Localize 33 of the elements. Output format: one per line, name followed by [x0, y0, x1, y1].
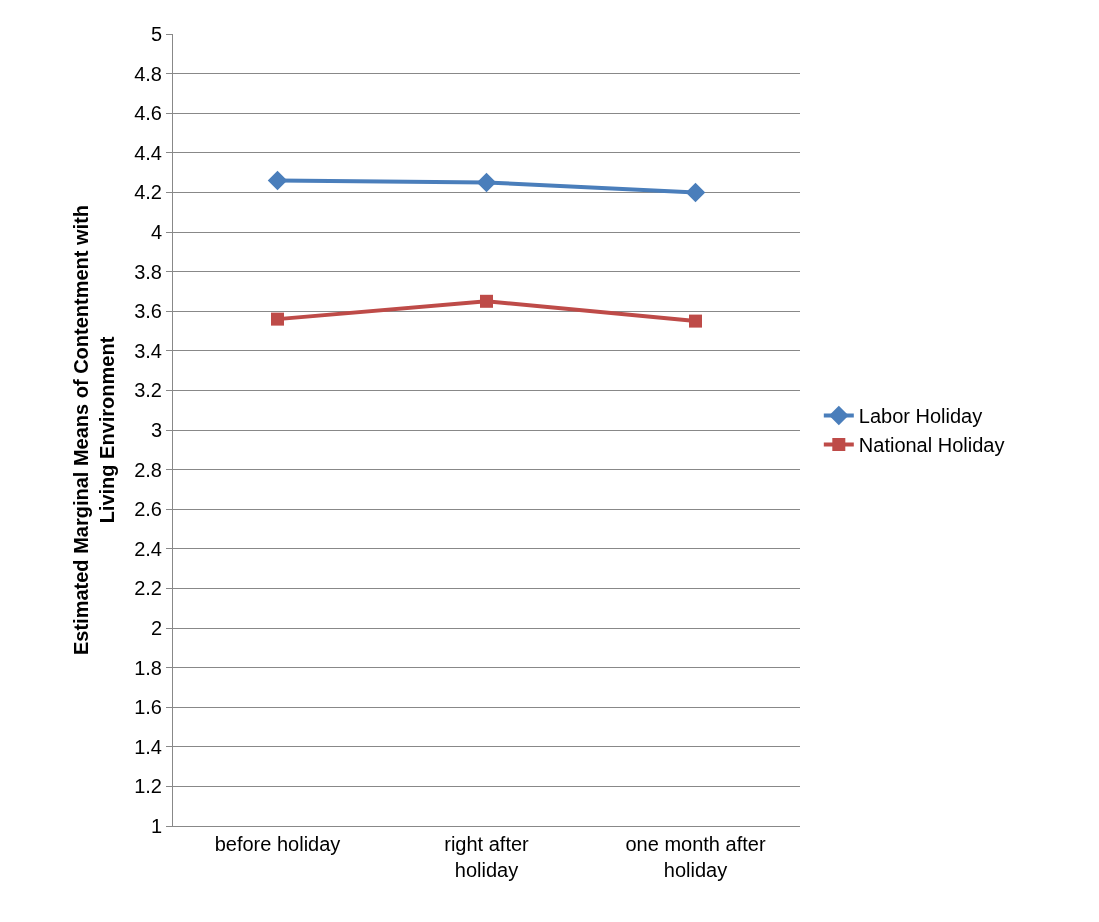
point — [480, 294, 493, 308]
y-tick-label: 2.4 — [134, 537, 162, 560]
y-tick-label: 4.4 — [134, 141, 162, 164]
y-tick-label: 4.2 — [134, 181, 162, 204]
y-tick-label: 2.2 — [134, 577, 162, 600]
y-tick-label: 4.6 — [134, 102, 162, 125]
y-tick-label: 1.6 — [134, 696, 162, 719]
y-axis-title: Estimated Marginal Means of Contentment with Living Environment — [69, 204, 118, 656]
y-tick-label: 3.2 — [134, 379, 162, 402]
y-tick-label: 2 — [150, 617, 162, 639]
x-tick-label: before holiday — [214, 833, 341, 855]
point — [271, 312, 284, 326]
y-tick-label: 5 — [150, 23, 162, 45]
y-tick-label: 3.8 — [134, 260, 162, 283]
y-tick-label: 2.6 — [134, 498, 162, 521]
y-tick-label: 4 — [150, 221, 162, 243]
point — [685, 182, 706, 203]
x-tick-label: right after holiday — [444, 833, 530, 881]
x-tick-label: one month after holiday — [625, 833, 766, 881]
legend-label: Labor Holiday — [858, 405, 983, 428]
y-tick-label: 4.8 — [134, 62, 162, 85]
y-tick-label: 2.8 — [134, 458, 162, 481]
y-tick-label: 1.4 — [134, 735, 162, 758]
point — [267, 170, 288, 191]
y-tick-label: 3.6 — [134, 300, 162, 323]
point — [476, 172, 497, 193]
y-tick-label: 1 — [150, 815, 162, 837]
legend-label: National Holiday — [858, 434, 1005, 457]
point — [689, 314, 702, 328]
y-tick-label: 1.2 — [134, 775, 162, 798]
y-tick-label: 3.4 — [134, 339, 162, 362]
y-tick-label: 1.8 — [134, 656, 162, 679]
y-tick-label: 3 — [150, 419, 162, 441]
